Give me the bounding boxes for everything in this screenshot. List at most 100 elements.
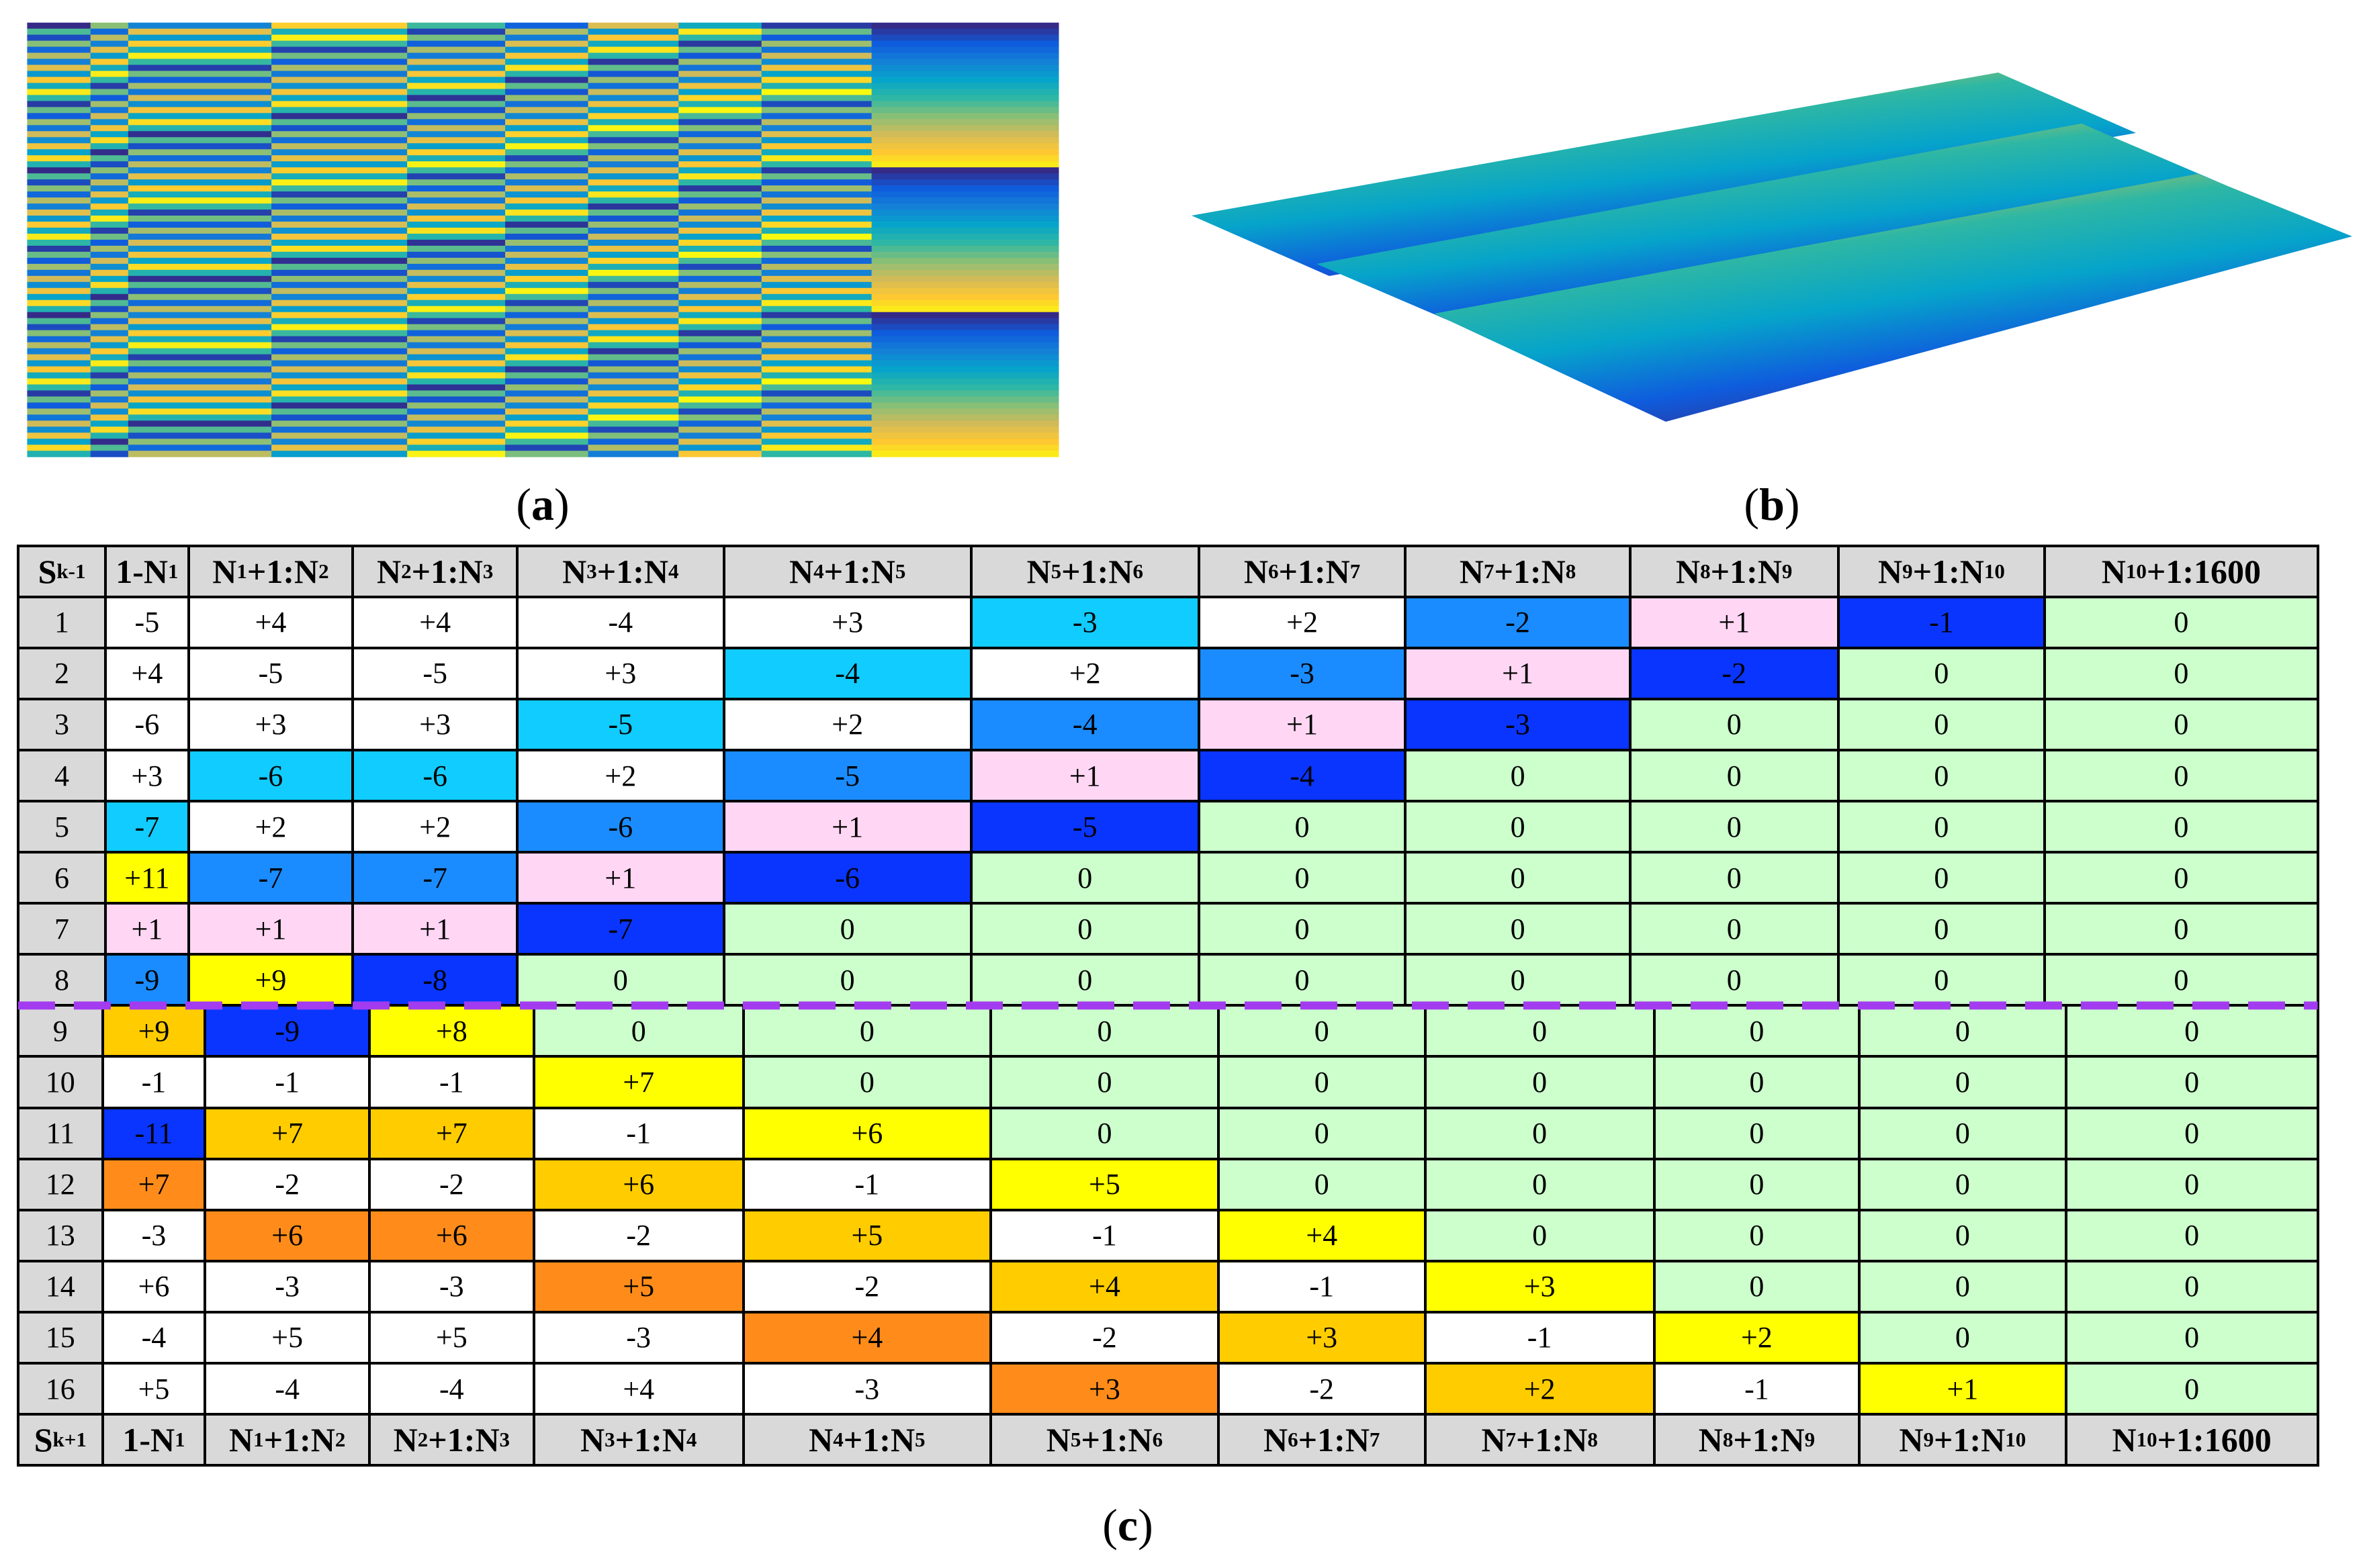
heatmap-cell: [505, 287, 589, 295]
heatmap-cell: [505, 210, 589, 216]
heatmap-cell: [588, 414, 679, 421]
heatmap-cell: [871, 113, 1059, 120]
heatmap-cell: [678, 95, 762, 101]
heatmap-cell: [761, 149, 873, 156]
table-cell: 0: [989, 1055, 1220, 1109]
heatmap-cell: [27, 293, 91, 301]
heatmap-cell: [761, 287, 873, 295]
heatmap-cell: [90, 390, 129, 397]
heatmap-cell: [271, 71, 408, 77]
heatmap-cell: [505, 203, 589, 210]
heatmap-cell: [27, 58, 91, 66]
heatmap-cell: [871, 107, 1059, 113]
table-cell: +1: [722, 800, 973, 854]
table-cell: +4: [989, 1259, 1220, 1313]
table-cell: 0: [1628, 902, 1840, 956]
heatmap-cell: [588, 167, 679, 174]
heatmap-cell: [128, 354, 272, 361]
heatmap-cell: [871, 251, 1059, 259]
table-cell: 0: [2043, 902, 2319, 956]
header-cell: 1-N 1: [104, 544, 190, 598]
heatmap-cell: [271, 191, 408, 198]
heatmap-cell: [271, 185, 408, 192]
table-cell: 0: [2064, 1208, 2319, 1262]
heatmap-cell: [27, 40, 91, 48]
header-cell: N 2 +1:N 3: [351, 544, 519, 598]
heatmap-cell: [761, 125, 873, 132]
table-cell: -6: [722, 851, 973, 905]
table-cell: 0: [1404, 851, 1632, 905]
table-cell: -3: [204, 1259, 371, 1313]
heatmap-cell: [678, 293, 762, 301]
heatmap-cell: [271, 426, 408, 433]
heatmap-cell: [128, 89, 272, 95]
heatmap-cell: [407, 372, 506, 379]
heatmap-cell: [27, 342, 91, 349]
heatmap-cell: [871, 28, 1059, 36]
heatmap-cell: [271, 89, 408, 95]
table-cell: -1: [1423, 1310, 1656, 1365]
heatmap-cell: [871, 149, 1059, 156]
heatmap-cell: [588, 143, 679, 150]
heatmap-cell: [128, 125, 272, 132]
heatmap-cell: [761, 299, 873, 307]
table-cell: -1: [742, 1157, 992, 1211]
panel-label: (a): [516, 479, 570, 530]
heatmap-cell: [271, 324, 408, 331]
heatmap-cell: [271, 245, 408, 252]
heatmap-cell: [588, 354, 679, 361]
heatmap-cell: [678, 197, 762, 204]
heatmap-cell: [678, 318, 762, 325]
heatmap-cell: [678, 263, 762, 271]
heatmap-cell: [871, 125, 1059, 132]
heatmap-cell: [588, 125, 679, 132]
heatmap-cell: [128, 378, 272, 385]
heatmap-cell: [871, 155, 1059, 162]
heatmap-cell: [27, 161, 91, 168]
heatmap-cell: [678, 113, 762, 120]
heatmap-cell: [588, 83, 679, 89]
heatmap-cell: [678, 203, 762, 210]
heatmap-cell: [128, 451, 272, 457]
heatmap-cell: [271, 396, 408, 403]
table-cell: -8: [351, 953, 519, 1007]
heatmap-cell: [588, 95, 679, 101]
heatmap-cell: [678, 89, 762, 95]
table-cell: 0: [2064, 1361, 2319, 1416]
heatmap-cell: [128, 227, 272, 234]
heatmap-cell: [505, 227, 589, 234]
table-cell: 0: [1836, 646, 2047, 700]
heatmap-cell: [871, 330, 1059, 337]
heatmap-cell: [871, 203, 1059, 210]
heatmap-cell: [90, 89, 129, 95]
heatmap-cell: [761, 408, 873, 415]
heatmap-cell: [271, 445, 408, 451]
heatmap-cell: [407, 191, 506, 198]
table-cell: -2: [1404, 595, 1632, 649]
panel-label: (c): [1102, 1500, 1153, 1551]
heatmap-cell: [871, 245, 1059, 252]
heatmap-cell: [128, 348, 272, 355]
table-cell: +1: [104, 902, 190, 956]
heatmap-cell: [128, 287, 272, 295]
heatmap-cell: [271, 167, 408, 174]
heatmap-cell: [588, 396, 679, 403]
heatmap-cell: [271, 149, 408, 156]
heatmap-cell: [128, 216, 272, 222]
table-cell: 0: [1197, 851, 1407, 905]
heatmap-cell: [128, 390, 272, 397]
heatmap-cell: [761, 155, 873, 162]
table-cell: -1: [1216, 1259, 1427, 1313]
table-cell: -6: [104, 697, 190, 751]
header-cell: N 10 +1:1600: [2043, 544, 2319, 598]
table-cell: 0: [1216, 1157, 1427, 1211]
heatmap-cell: [271, 34, 408, 42]
heatmap-cell: [761, 58, 873, 66]
table-cell: 0: [2064, 1106, 2319, 1160]
heatmap-cell: [128, 432, 272, 439]
table-cell: -7: [516, 902, 725, 956]
heatmap-cell: [407, 451, 506, 457]
heatmap-cell: [27, 173, 91, 180]
heatmap-cell: [588, 402, 679, 409]
table-cell: +3: [1216, 1310, 1427, 1365]
